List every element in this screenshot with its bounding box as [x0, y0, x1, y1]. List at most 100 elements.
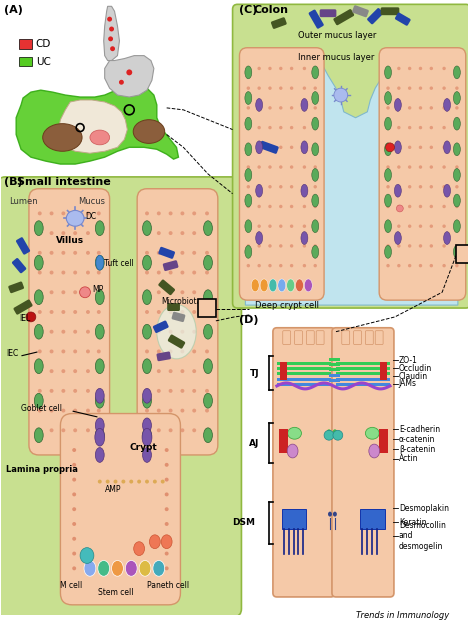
Bar — [277, 378, 331, 381]
Ellipse shape — [386, 67, 390, 70]
Ellipse shape — [43, 124, 82, 151]
Ellipse shape — [290, 67, 293, 70]
Ellipse shape — [145, 389, 149, 393]
Ellipse shape — [164, 448, 169, 452]
Ellipse shape — [313, 146, 317, 149]
Ellipse shape — [50, 330, 54, 333]
Ellipse shape — [408, 185, 411, 188]
Ellipse shape — [279, 264, 283, 267]
Ellipse shape — [245, 169, 252, 182]
Ellipse shape — [290, 106, 293, 109]
Ellipse shape — [419, 146, 422, 149]
Ellipse shape — [384, 169, 392, 182]
FancyBboxPatch shape — [8, 282, 24, 293]
Ellipse shape — [257, 67, 261, 70]
Ellipse shape — [333, 429, 337, 434]
Ellipse shape — [454, 91, 460, 104]
Ellipse shape — [279, 244, 283, 248]
Ellipse shape — [157, 429, 161, 432]
Ellipse shape — [50, 310, 54, 314]
Ellipse shape — [444, 141, 450, 154]
Bar — [277, 367, 331, 370]
Ellipse shape — [86, 271, 90, 274]
Ellipse shape — [34, 221, 43, 236]
Bar — [277, 383, 331, 386]
Ellipse shape — [408, 146, 411, 149]
FancyBboxPatch shape — [333, 9, 354, 26]
Ellipse shape — [145, 271, 149, 274]
Ellipse shape — [169, 369, 173, 373]
Polygon shape — [16, 85, 179, 164]
Text: UC: UC — [36, 57, 51, 67]
Text: Lamina propria: Lamina propria — [6, 465, 78, 474]
Ellipse shape — [38, 409, 42, 412]
Ellipse shape — [455, 244, 459, 248]
Ellipse shape — [442, 205, 446, 208]
Ellipse shape — [38, 251, 42, 255]
Text: Outer mucus layer: Outer mucus layer — [299, 31, 377, 40]
Ellipse shape — [34, 290, 43, 305]
Ellipse shape — [386, 205, 390, 208]
Ellipse shape — [303, 225, 306, 228]
Ellipse shape — [246, 165, 250, 169]
Text: IEC: IEC — [6, 349, 18, 358]
Ellipse shape — [394, 98, 401, 111]
Bar — [336, 372, 390, 375]
FancyBboxPatch shape — [259, 141, 279, 154]
Ellipse shape — [268, 264, 272, 267]
Ellipse shape — [442, 165, 446, 169]
Ellipse shape — [164, 567, 169, 570]
Ellipse shape — [205, 409, 209, 412]
Ellipse shape — [129, 480, 133, 483]
Ellipse shape — [408, 67, 411, 70]
Ellipse shape — [278, 279, 286, 292]
Text: Colon: Colon — [253, 6, 288, 16]
Ellipse shape — [287, 279, 294, 292]
Ellipse shape — [245, 117, 252, 130]
Ellipse shape — [455, 264, 459, 267]
Ellipse shape — [290, 244, 293, 248]
Ellipse shape — [72, 552, 76, 555]
FancyBboxPatch shape — [167, 303, 180, 311]
Ellipse shape — [164, 463, 169, 466]
Ellipse shape — [143, 448, 151, 462]
Bar — [282, 509, 306, 529]
Ellipse shape — [257, 86, 261, 90]
Ellipse shape — [205, 310, 209, 314]
Ellipse shape — [97, 330, 101, 333]
Ellipse shape — [169, 409, 173, 412]
Ellipse shape — [268, 67, 272, 70]
Ellipse shape — [279, 67, 283, 70]
Text: Desmocollin
and
desmogelin: Desmocollin and desmogelin — [399, 521, 446, 550]
Bar — [329, 368, 340, 371]
Ellipse shape — [38, 389, 42, 393]
Ellipse shape — [419, 205, 422, 208]
Ellipse shape — [149, 535, 160, 549]
Ellipse shape — [50, 409, 54, 412]
Ellipse shape — [246, 146, 250, 149]
Ellipse shape — [50, 231, 54, 235]
Ellipse shape — [62, 409, 65, 412]
Ellipse shape — [397, 264, 401, 267]
Ellipse shape — [38, 211, 42, 215]
Ellipse shape — [408, 205, 411, 208]
Ellipse shape — [419, 264, 422, 267]
Ellipse shape — [143, 221, 151, 236]
Ellipse shape — [408, 225, 411, 228]
Ellipse shape — [203, 324, 212, 339]
Ellipse shape — [257, 126, 261, 129]
Bar — [329, 379, 340, 382]
Ellipse shape — [111, 560, 123, 576]
Ellipse shape — [181, 310, 184, 314]
Ellipse shape — [444, 231, 450, 244]
Ellipse shape — [454, 194, 460, 207]
Ellipse shape — [157, 211, 161, 215]
Ellipse shape — [268, 165, 272, 169]
Ellipse shape — [251, 279, 259, 292]
FancyBboxPatch shape — [395, 12, 410, 26]
Ellipse shape — [38, 369, 42, 373]
Polygon shape — [246, 55, 458, 305]
Ellipse shape — [397, 67, 401, 70]
FancyBboxPatch shape — [158, 247, 175, 259]
Ellipse shape — [419, 106, 422, 109]
